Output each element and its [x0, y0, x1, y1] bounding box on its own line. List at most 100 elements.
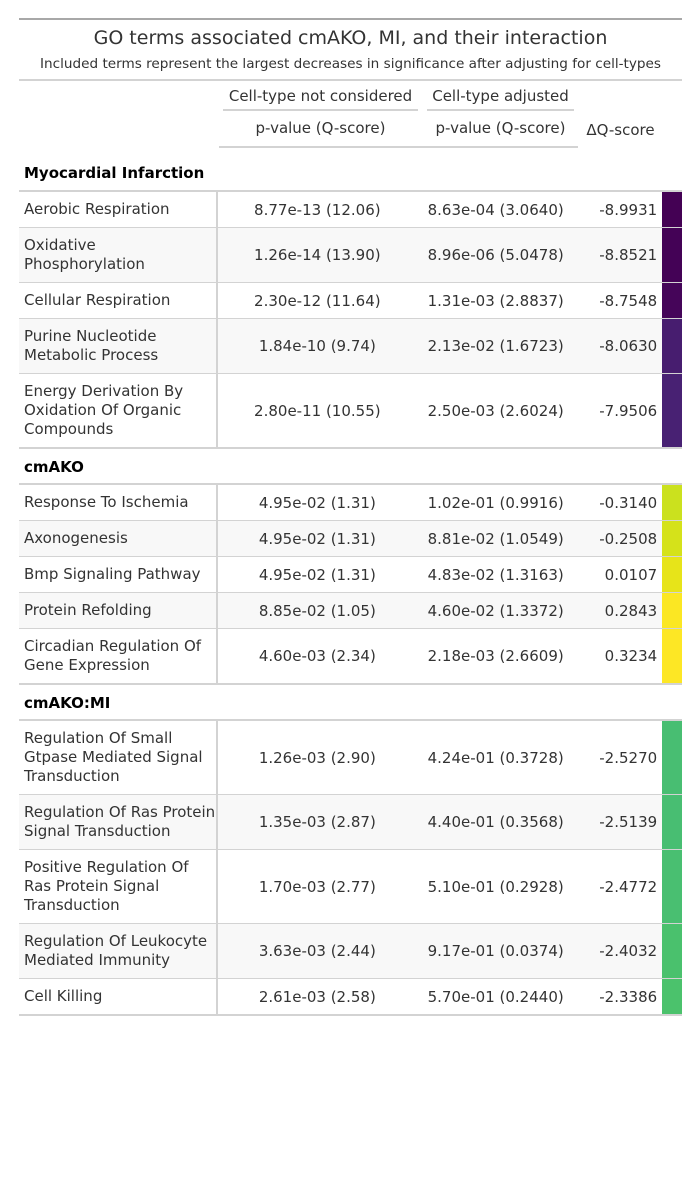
color-swatch: [662, 228, 682, 282]
color-swatch: [662, 850, 682, 923]
go-term: Bmp Signaling Pathway: [19, 557, 219, 592]
delta-q-score: -8.0630: [599, 337, 658, 355]
table-top-rule: [19, 18, 682, 20]
go-terms-table: GO terms associated cmAKO, MI, and their…: [19, 18, 682, 1016]
table-body: Myocardial Infarction Aerobic Respiration…: [19, 156, 682, 1014]
delta-q-score: -8.7548: [599, 291, 658, 310]
color-swatch: [662, 283, 682, 318]
pvalue-unadjusted: 1.84e-10 (9.74): [258, 337, 376, 355]
spanner-not-considered-label: Cell-type not considered: [228, 87, 413, 105]
color-swatch: [662, 979, 682, 1014]
go-term: Oxidative Phosphorylation: [19, 228, 219, 282]
table-row: Cell Killing 2.61e-03 (2.58) 5.70e-01 (0.2…: [19, 979, 682, 1014]
table-row: Regulation Of Small Gtpase Mediated Sign…: [19, 721, 682, 795]
go-term: Regulation Of Ras Protein Signal Transdu…: [19, 795, 219, 849]
go-term: Cellular Respiration: [19, 283, 219, 318]
table-row: Protein Refolding 8.85e-02 (1.05) 4.60e-02…: [19, 593, 682, 629]
pvalue-unadjusted: 1.26e-03 (2.90): [258, 748, 376, 767]
delta-q-score: -0.3140: [599, 493, 658, 512]
pvalue-unadjusted: 1.35e-03 (2.87): [258, 813, 376, 831]
pvalue-adjusted: 1.02e-01 (0.9916): [427, 493, 564, 512]
go-term: Axonogenesis: [19, 521, 219, 556]
pvalue-adjusted: 1.31e-03 (2.8837): [427, 291, 564, 310]
table-subtitle: Included terms represent the largest dec…: [40, 56, 661, 72]
delta-q-score: -2.5270: [599, 748, 658, 767]
pvalue-adjusted: 5.70e-01 (0.2440): [427, 987, 564, 1006]
pvalue-unadjusted: 4.95e-02 (1.31): [258, 565, 376, 584]
column-labels-row: p-value (Q-score) p-value (Q-score): [219, 111, 578, 148]
pvalue-unadjusted: 2.30e-12 (11.64): [254, 291, 381, 310]
delta-q-score: -8.9931: [599, 200, 658, 219]
pvalue-unadjusted: 8.85e-02 (1.05): [258, 601, 376, 620]
table-row: Circadian Regulation Of Gene Expression 4…: [19, 629, 682, 683]
table-row: Regulation Of Leukocyte Mediated Immunit…: [19, 924, 682, 979]
table-title: GO terms associated cmAKO, MI, and their…: [93, 27, 608, 49]
go-term: Aerobic Respiration: [19, 192, 219, 227]
column-header: Cell-type not considered Cell-type adjus…: [19, 81, 682, 156]
delta-q-score: -2.5139: [599, 813, 658, 831]
go-term: Protein Refolding: [19, 593, 219, 628]
pvalue-unadjusted: 2.80e-11 (10.55): [254, 401, 381, 420]
color-swatch: [662, 485, 682, 520]
column-delta-q: ΔQ-score: [586, 121, 655, 139]
go-term: Response To Ischemia: [19, 485, 219, 520]
pvalue-adjusted: 2.13e-02 (1.6723): [427, 337, 564, 355]
pvalue-unadjusted: 4.95e-02 (1.31): [258, 493, 376, 512]
pvalue-unadjusted: 1.70e-03 (2.77): [258, 877, 376, 896]
go-term: Energy Derivation By Oxidation Of Organi…: [19, 374, 219, 447]
table-row: Response To Ischemia 4.95e-02 (1.31) 1.02e…: [19, 485, 682, 521]
column-pvalue-adjusted: p-value (Q-score): [435, 119, 566, 137]
table-row: Oxidative Phosphorylation 1.26e-14 (13.90…: [19, 228, 682, 283]
spanner-underline: [427, 109, 574, 111]
pvalue-adjusted: 2.50e-03 (2.6024): [427, 401, 564, 420]
pvalue-adjusted: 4.24e-01 (0.3728): [427, 748, 564, 767]
table-row: Aerobic Respiration 8.77e-13 (12.06) 8.63e…: [19, 192, 682, 228]
delta-q-score: 0.3234: [604, 647, 658, 665]
pvalue-adjusted: 9.17e-01 (0.0374): [427, 942, 564, 960]
go-term: Positive Regulation Of Ras Protein Signa…: [19, 850, 219, 923]
pvalue-unadjusted: 4.95e-02 (1.31): [258, 529, 376, 548]
color-swatch: [662, 192, 682, 227]
pvalue-unadjusted: 4.60e-03 (2.34): [258, 647, 376, 665]
spanner-not-considered: Cell-type not considered: [219, 87, 422, 111]
color-swatch: [662, 593, 682, 628]
pvalue-adjusted: 2.18e-03 (2.6609): [427, 647, 564, 665]
table-bottom-rule: [19, 1014, 682, 1016]
color-swatch: [662, 521, 682, 556]
pvalue-adjusted: 8.96e-06 (5.0478): [427, 246, 564, 264]
color-swatch: [662, 374, 682, 447]
go-term: Circadian Regulation Of Gene Expression: [19, 629, 219, 683]
spanner-underline: [223, 109, 418, 111]
pvalue-unadjusted: 8.77e-13 (12.06): [254, 200, 381, 219]
color-swatch: [662, 629, 682, 683]
delta-q-score: -2.4772: [599, 877, 658, 896]
color-swatch: [662, 721, 682, 794]
table-row: Bmp Signaling Pathway 4.95e-02 (1.31) 4.83…: [19, 557, 682, 593]
delta-q-score: 0.2843: [604, 601, 658, 620]
pvalue-unadjusted: 2.61e-03 (2.58): [258, 987, 376, 1006]
pvalue-adjusted: 4.83e-02 (1.3163): [427, 565, 564, 584]
color-swatch: [662, 557, 682, 592]
pvalue-adjusted: 4.40e-01 (0.3568): [427, 813, 564, 831]
pvalue-unadjusted: 3.63e-03 (2.44): [258, 942, 376, 960]
table-row: Axonogenesis 4.95e-02 (1.31) 8.81e-02 (1.0…: [19, 521, 682, 557]
table-row: Cellular Respiration 2.30e-12 (11.64) 1.31…: [19, 283, 682, 319]
table-row: Positive Regulation Of Ras Protein Signa…: [19, 850, 682, 924]
go-term: Cell Killing: [19, 979, 219, 1014]
delta-q-score: -8.8521: [599, 246, 658, 264]
color-swatch: [662, 319, 682, 373]
color-swatch: [662, 924, 682, 978]
pvalue-unadjusted: 1.26e-14 (13.90): [254, 246, 381, 264]
group-label: cmAKO: [19, 447, 682, 485]
go-term: Regulation Of Small Gtpase Mediated Sign…: [19, 721, 219, 794]
spanner-adjusted: Cell-type adjusted: [423, 87, 578, 111]
table-row: Purine Nucleotide Metabolic Process 1.84e…: [19, 319, 682, 374]
delta-q-score: 0.0107: [604, 565, 658, 584]
pvalue-adjusted: 8.81e-02 (1.0549): [427, 529, 564, 548]
pvalue-adjusted: 5.10e-01 (0.2928): [427, 877, 564, 896]
pvalue-adjusted: 8.63e-04 (3.0640): [427, 200, 564, 219]
delta-q-score: -2.4032: [599, 942, 658, 960]
header-rule: [19, 79, 682, 81]
delta-q-score: -2.3386: [599, 987, 658, 1006]
column-pvalue-unadjusted: p-value (Q-score): [255, 119, 386, 137]
